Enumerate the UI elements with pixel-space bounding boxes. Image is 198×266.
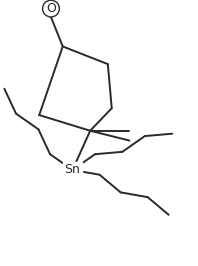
- Text: Sn: Sn: [65, 163, 80, 176]
- Text: O: O: [46, 2, 56, 15]
